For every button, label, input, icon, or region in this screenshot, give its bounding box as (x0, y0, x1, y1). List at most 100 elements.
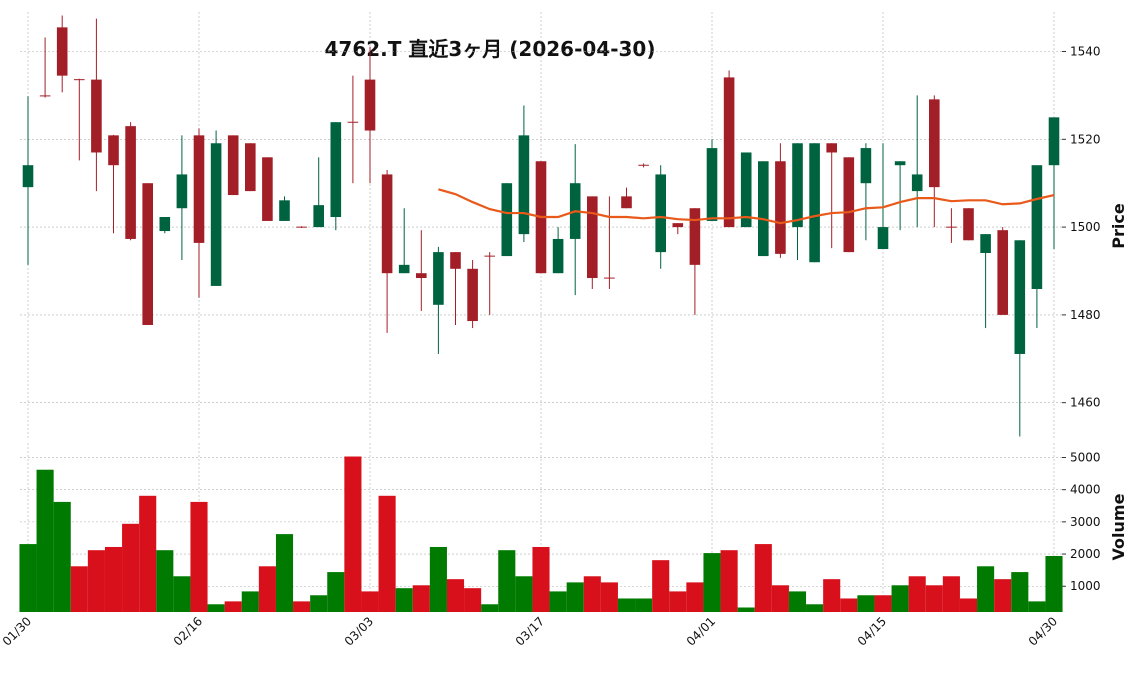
volume-bar (258, 566, 276, 612)
volume-bar (823, 579, 841, 612)
candle-body (244, 143, 256, 192)
candle-body (313, 205, 325, 228)
candle-body (775, 161, 786, 254)
volume-bar (464, 588, 482, 612)
volume-bar (806, 604, 824, 612)
volume-bar (566, 582, 584, 612)
volume-bar (925, 585, 943, 612)
candle-body (638, 164, 649, 166)
candle-body (723, 77, 735, 228)
candle-body (672, 223, 684, 228)
candle-body (518, 135, 530, 235)
candle-body (980, 234, 991, 253)
y-axis-label: Price (1109, 203, 1128, 249)
volume-bar (977, 566, 995, 612)
candle-body (262, 157, 273, 221)
volume-bar (549, 591, 567, 612)
volume-bar (310, 595, 328, 612)
candle-body (877, 227, 889, 250)
volume-bar (994, 579, 1012, 612)
volume-bar (293, 601, 311, 612)
volume-bar (481, 604, 499, 612)
candle-body (22, 165, 34, 188)
volume-bar (156, 550, 174, 612)
volume-bar (327, 572, 345, 612)
candle-body (843, 157, 855, 253)
candle-body (381, 174, 393, 274)
candle-body (1048, 117, 1060, 166)
candle-body (997, 230, 1009, 315)
candle-body (433, 252, 444, 305)
candle-body (39, 95, 51, 97)
candle-body (552, 238, 564, 274)
candle-body (1014, 240, 1026, 354)
candle-body (740, 152, 752, 228)
y-tick-label: 4000 (1070, 483, 1101, 497)
candle-body (604, 277, 615, 279)
candle-body (946, 226, 957, 228)
chart-title: 4762.T 直近3ヶ月 (2026-04-30) (325, 37, 656, 61)
candle-body (415, 273, 427, 279)
volume-bar (275, 534, 294, 612)
volume-bar (224, 601, 242, 612)
candle-body (1031, 165, 1043, 289)
volume-bar (395, 588, 413, 612)
volume-bar (139, 495, 157, 612)
candle-body (193, 135, 205, 243)
volume-bar (908, 576, 926, 612)
volume-bar (498, 550, 516, 612)
candle-body (210, 143, 222, 286)
volume-bar (857, 595, 875, 612)
y-tick-label: 1000 (1070, 579, 1101, 593)
candle-body (450, 252, 461, 269)
candle-body (655, 174, 667, 253)
x-tick-label: 01/30 (0, 614, 34, 648)
volume-bar (959, 598, 978, 612)
volume-bar (173, 576, 191, 612)
candle-body (91, 79, 102, 153)
candle-body (963, 208, 974, 241)
y-tick-label: 1480 (1070, 308, 1101, 322)
volume-bar (70, 566, 88, 612)
volume-bar (600, 582, 618, 612)
volume-bar (771, 585, 789, 612)
candle-body (689, 208, 701, 265)
candle-body (894, 161, 906, 166)
candle-body (73, 79, 85, 81)
candle-body (706, 148, 718, 221)
candle-body (501, 183, 513, 257)
volume-bar (669, 591, 687, 612)
volume-bar (344, 456, 362, 612)
volume-bar (87, 550, 105, 612)
candle-body (142, 183, 154, 325)
candle-body (108, 135, 119, 166)
volume-bar (53, 501, 71, 612)
y-tick-label: 5000 (1070, 450, 1101, 464)
y-tick-label: 1520 (1070, 132, 1101, 146)
candle-body (860, 148, 872, 184)
volume-bar (652, 560, 670, 612)
y-tick-label: 3000 (1070, 515, 1101, 529)
x-tick-label: 04/01 (684, 614, 718, 648)
y-tick-label: 2000 (1070, 547, 1101, 561)
candle-body (159, 217, 171, 232)
candle-body (911, 174, 923, 192)
candle-body (279, 200, 290, 221)
volume-bar (378, 495, 396, 612)
candle-body (586, 196, 598, 279)
candle-body (792, 143, 803, 228)
candle-body (56, 27, 68, 76)
candle-body (467, 268, 478, 322)
volume-bar (412, 585, 430, 612)
candle-body (928, 99, 940, 188)
volume-bar (122, 523, 140, 612)
volume-bar (686, 582, 704, 612)
candle-body (757, 161, 769, 257)
moving-average-line (438, 188, 1055, 225)
volume-bar (1011, 572, 1029, 612)
candle-body (398, 264, 410, 274)
candle-body (826, 143, 838, 153)
volume-bar (737, 607, 755, 612)
candle-body (125, 126, 136, 239)
